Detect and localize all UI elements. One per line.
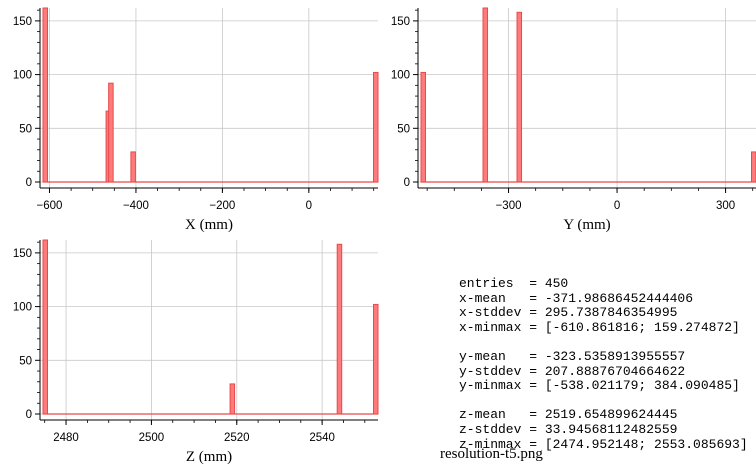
x-tick-label: 2540: [309, 432, 335, 444]
x-tick-label: 300: [716, 200, 735, 212]
stat-x-minmax: x-minmax = [-610.861816; 159.274872]: [459, 319, 740, 335]
statistics-panel: entries = 450 x-mean = -371.986864524444…: [459, 276, 748, 452]
y-tick-label: 150: [13, 248, 32, 260]
y-tick-label: 50: [397, 123, 410, 135]
histogram-bar: [516, 11, 523, 183]
histogram-panel-z: 0 50 100 150 2480 2500 2520 2540 Z (mm): [13, 239, 379, 465]
y-tick-label: 150: [391, 16, 410, 28]
histogram-bar: [108, 82, 114, 183]
stat-z-mean: z-mean = 2519.654899624445: [459, 407, 678, 423]
x-tick-label: 2520: [224, 432, 250, 444]
stat-z-minmax: z-minmax = [2474.952148; 2553.085693]: [459, 436, 748, 452]
histogram-bar: [420, 71, 426, 183]
stat-x-stddev: x-stddev = 295.7387846354995: [459, 305, 678, 321]
y-tick-label: 0: [404, 177, 410, 189]
y-tick-label: 0: [26, 409, 32, 421]
x-tick-label: 2480: [53, 432, 79, 444]
histogram-panel-x: 0 50 100 150 −600 −400 −200 0 X (mm): [13, 7, 379, 233]
x-axis-label: Z (mm): [186, 449, 232, 465]
y-tick-label: 100: [391, 70, 410, 82]
x-tick-label: −300: [496, 200, 522, 212]
x-tick-label: 0: [614, 200, 620, 212]
image-caption: resolution-t5.png: [440, 446, 543, 462]
y-tick-label: 150: [13, 16, 32, 28]
y-tick-label: 100: [13, 302, 32, 314]
histogram-bar: [373, 71, 379, 183]
stat-y-stddev: y-stddev = 207.88876704664622: [459, 363, 686, 379]
stat-x-mean: x-mean = -371.98686452444406: [459, 290, 694, 306]
histogram-panel-y: 0 50 100 150 −300 0 300 Y (mm): [391, 7, 756, 233]
y-tick-label: 0: [26, 177, 32, 189]
histogram-bar: [130, 151, 136, 183]
x-tick-label: 2500: [139, 432, 165, 444]
y-tick-label: 50: [19, 123, 32, 135]
stat-entries: entries = 450: [459, 276, 569, 291]
x-tick-label: −600: [37, 200, 63, 212]
x-axis-label: Y (mm): [563, 217, 610, 233]
histogram-bar: [229, 383, 236, 415]
histogram-bar: [42, 7, 48, 183]
y-tick-label: 100: [13, 70, 32, 82]
histogram-bar: [336, 243, 343, 415]
y-tick-label: 50: [19, 355, 32, 367]
stat-z-stddev: z-stddev = 33.94568112482559: [459, 421, 678, 437]
histogram-bar: [42, 239, 48, 415]
stat-y-minmax: y-minmax = [-538.021179; 384.090485]: [459, 378, 740, 394]
histogram-bar: [751, 151, 756, 183]
histogram-bar: [373, 303, 379, 415]
histogram-bar: [482, 7, 489, 183]
x-tick-label: −200: [209, 200, 235, 212]
x-tick-label: 0: [306, 200, 312, 212]
x-axis-label: X (mm): [185, 217, 233, 233]
stat-y-mean: y-mean = -323.5358913955557: [459, 348, 686, 364]
x-tick-label: −400: [123, 200, 149, 212]
